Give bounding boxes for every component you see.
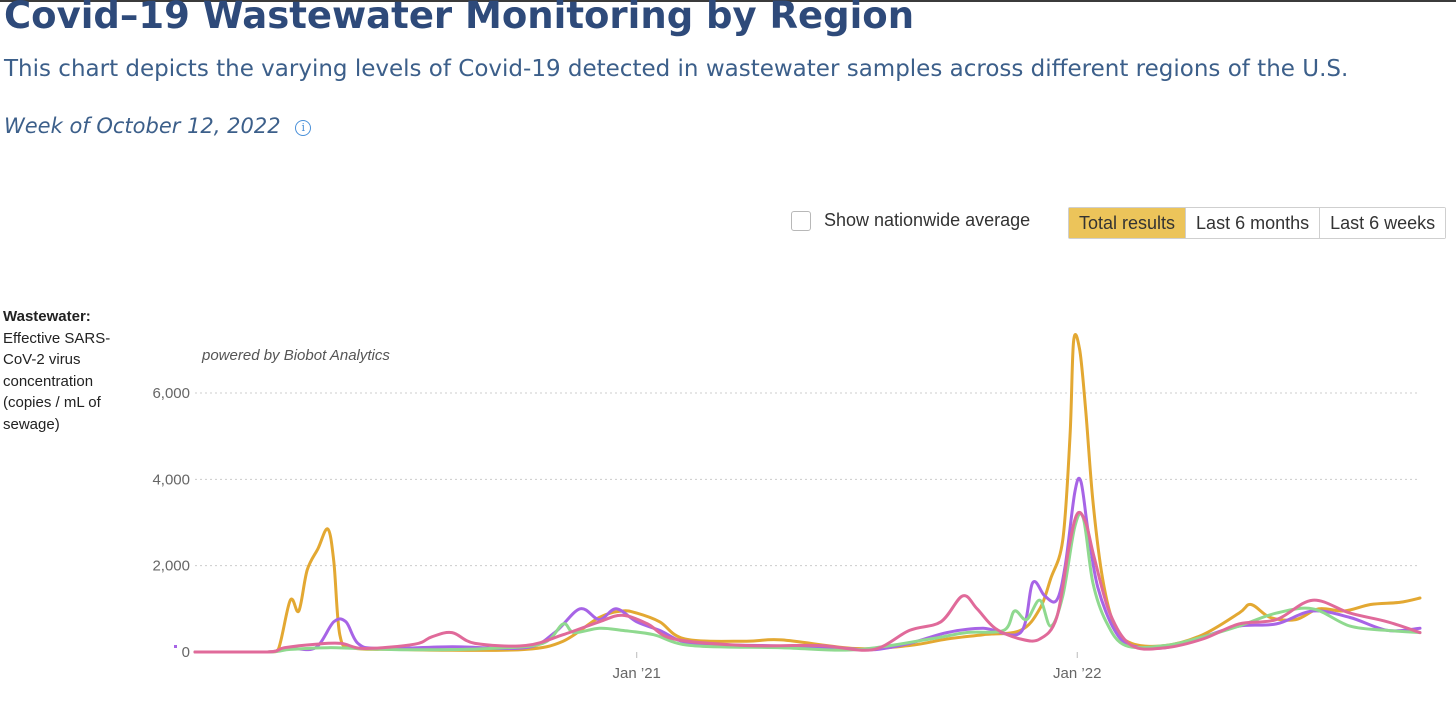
top-border [0,0,1456,2]
powered-by-label: powered by Biobot Analytics [201,347,390,364]
nationwide-average-checkbox[interactable] [791,210,811,231]
series-line-4[interactable] [193,510,1422,654]
y-axis-label: Wastewater: Effective SARS-CoV-2 virus c… [3,306,123,435]
x-tick-label: Jan ’22 [1053,665,1101,682]
x-tick-labels: Jan ’21 Jan ’22 [613,652,1101,682]
series-line-1[interactable] [193,333,1422,654]
nationwide-average-label: Show nationwide average [824,210,1031,230]
range-last-6-weeks-button[interactable]: Last 6 weeks [1319,208,1446,238]
series-lines [193,333,1422,654]
y-tick-label: 0 [182,644,190,661]
x-tick-label: Jan ’21 [613,665,661,682]
week-label: Week of October 12, 2022 i [4,114,312,138]
y-tick-labels: 0 2,000 4,000 6,000 [152,385,190,661]
range-total-results-button[interactable]: Total results [1069,208,1186,238]
range-last-6-months-button[interactable]: Last 6 months [1185,208,1320,238]
y-axis-label-rest: Effective SARS-CoV-2 virus concentration… [3,329,111,433]
page-subtitle: This chart depicts the varying levels of… [4,56,1349,82]
week-text: Week of October 12, 2022 [4,114,281,138]
nationwide-average-toggle[interactable]: Show nationwide average [791,210,1030,231]
y-tick-label: 2,000 [152,558,190,575]
series-line-3[interactable] [193,511,1422,654]
y-tick-label: 4,000 [152,471,190,488]
legend-marker [174,645,177,648]
grid-lines [195,392,1420,567]
page-title: Covid–19 Wastewater Monitoring by Region [4,0,915,37]
y-axis-label-bold: Wastewater: [3,308,91,325]
y-tick-label: 6,000 [152,385,190,402]
info-icon[interactable]: i [295,120,312,136]
time-range-selector: Total results Last 6 months Last 6 weeks [1068,207,1447,239]
